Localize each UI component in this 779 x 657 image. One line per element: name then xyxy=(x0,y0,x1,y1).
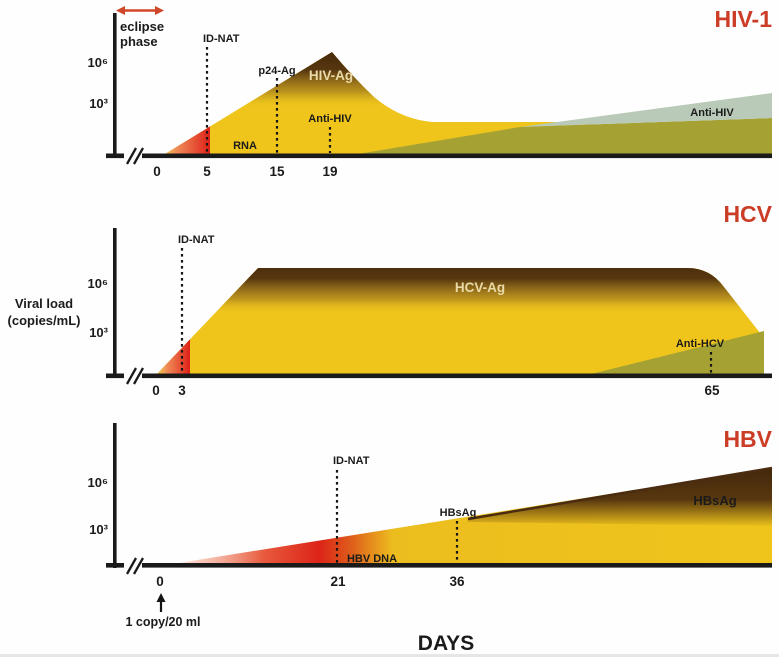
hiv-xtick-0: 0 xyxy=(153,164,161,179)
hiv-xtick-5: 5 xyxy=(203,164,211,179)
panel-hbv-title: HBV xyxy=(723,426,772,452)
hiv-ramp-red-gradient xyxy=(160,95,210,157)
hiv-axis-break xyxy=(124,147,145,165)
hiv-ytick-1e3: 10³ xyxy=(89,96,108,111)
hbv-dna-label: HBV DNA xyxy=(347,553,397,565)
hcv-ramp-red-gradient xyxy=(155,330,190,376)
hcv-ytick-1e3: 10³ xyxy=(89,325,108,340)
hcv-ytick-1e6: 10⁶ xyxy=(88,276,108,291)
hbsag-area-label: HBsAg xyxy=(693,493,736,508)
hbv-axis-break xyxy=(124,557,145,575)
detection-limit-arrow-icon xyxy=(156,593,166,612)
hcv-ag-label: HCV-Ag xyxy=(455,280,505,295)
panel-hbv: HBV 10⁶ 10³ ID-NAT HBsAg HBV DNA HBsAg 0… xyxy=(88,423,773,655)
bottom-edge-divider xyxy=(0,654,779,657)
y-axis-caption-1: Viral load xyxy=(15,296,73,311)
hcv-antibody-olive-wedge xyxy=(583,331,764,376)
hiv-antibody-sage-wedge xyxy=(520,93,772,127)
hiv-ag-label: HIV-Ag xyxy=(309,68,353,83)
hiv-anti-hiv-late-label: Anti-HIV xyxy=(690,107,734,119)
panel-hiv1: HIV-1 eclipse phase 10⁶ 10³ ID-NAT p24- xyxy=(88,6,772,179)
hiv-p24-label: p24-Ag xyxy=(258,65,295,77)
hiv-xtick-19: 19 xyxy=(322,164,337,179)
y-axis-caption-2: (copies/mL) xyxy=(8,313,81,328)
eclipse-phase-label-1: eclipse xyxy=(120,19,164,34)
panel-hcv: HCV Viral load (copies/mL) 10⁶ 10³ ID-NA… xyxy=(8,201,773,398)
panel-hcv-title: HCV xyxy=(723,201,772,227)
hiv-x-axis xyxy=(106,153,772,159)
hiv-rna-label: RNA xyxy=(233,140,257,152)
hcv-anti-hcv-label: Anti-HCV xyxy=(676,338,725,350)
hcv-xtick-65: 65 xyxy=(704,383,720,398)
x-axis-caption-days: DAYS xyxy=(418,632,474,655)
hiv-xtick-15: 15 xyxy=(269,164,285,179)
hcv-x-axis xyxy=(106,373,772,379)
hbv-xtick-21: 21 xyxy=(330,574,346,589)
hiv-y-axis xyxy=(113,13,117,158)
hiv-antibody-olive-band xyxy=(340,118,772,157)
hiv-anti-hiv-label: Anti-HIV xyxy=(308,113,352,125)
hiv-id-nat-label: ID-NAT xyxy=(203,33,240,45)
hcv-xtick-3: 3 xyxy=(178,383,186,398)
hbsag-brown-wedge xyxy=(468,468,772,526)
hcv-axis-break xyxy=(124,367,145,385)
hiv-ytick-1e6: 10⁶ xyxy=(88,55,108,70)
hbv-ytick-1e6: 10⁶ xyxy=(88,475,108,490)
eclipse-phase-arrow-icon xyxy=(116,6,164,15)
hcv-ag-brown-cap xyxy=(200,268,764,315)
hbsag-brown-edge xyxy=(467,466,773,521)
detection-limit-note: 1 copy/20 ml xyxy=(125,615,200,629)
hbv-ytick-1e3: 10³ xyxy=(89,522,108,537)
panel-hiv1-title: HIV-1 xyxy=(714,6,772,32)
hbv-x-axis xyxy=(106,563,772,568)
hcv-xtick-0: 0 xyxy=(152,383,160,398)
hcv-id-nat-label: ID-NAT xyxy=(178,234,215,246)
hbv-xtick-36: 36 xyxy=(449,574,465,589)
hbv-id-nat-label: ID-NAT xyxy=(333,455,370,467)
hbv-hbsag-marker-label: HBsAg xyxy=(440,507,477,519)
hcv-y-axis xyxy=(113,228,117,378)
hbv-xtick-0: 0 xyxy=(156,574,164,589)
hbv-y-axis xyxy=(113,423,117,568)
eclipse-phase-label-2: phase xyxy=(120,34,158,49)
